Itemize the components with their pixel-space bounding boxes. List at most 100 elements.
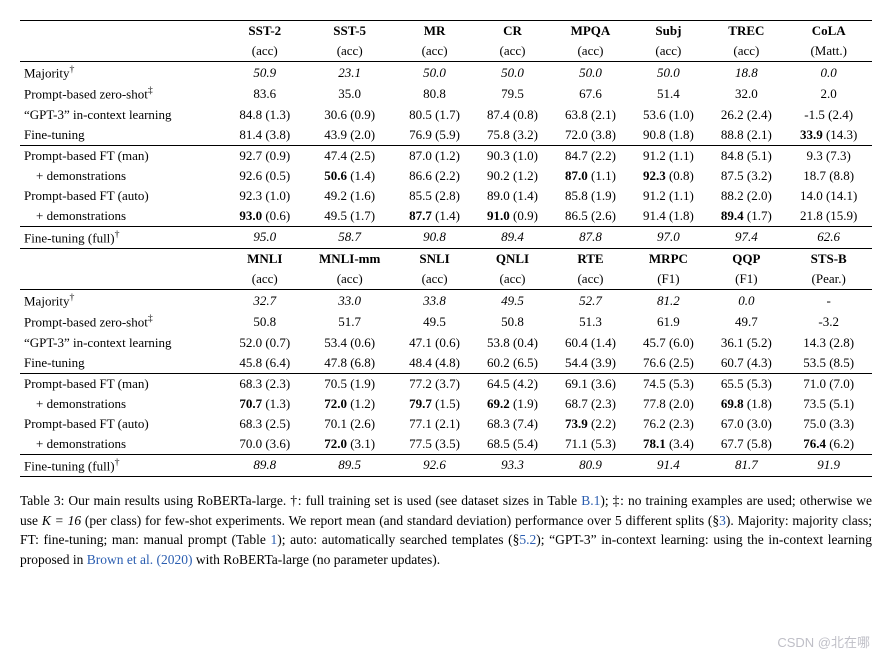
table-cell: 92.6 [396, 454, 474, 476]
table-cell: 85.8 (1.9) [551, 186, 629, 206]
table-cell: 43.9 (2.0) [304, 125, 396, 146]
table-cell: 93.0 (0.6) [226, 206, 304, 227]
table-cell: 62.6 [785, 226, 872, 248]
table-cell: 45.8 (6.4) [226, 353, 304, 374]
table-cell: 76.9 (5.9) [396, 125, 474, 146]
row-label: + demonstrations [20, 434, 226, 455]
table-cell: 53.8 (0.4) [474, 333, 552, 353]
table-cell: 86.5 (2.6) [551, 206, 629, 227]
row-label: Prompt-based zero-shot‡ [20, 311, 226, 332]
column-header: QQP [707, 248, 785, 269]
table-cell: 92.7 (0.9) [226, 145, 304, 166]
table-cell: 9.3 (7.3) [785, 145, 872, 166]
column-header: SNLI [396, 248, 474, 269]
table-cell: 47.4 (2.5) [304, 145, 396, 166]
table-cell: 49.5 [474, 289, 552, 311]
table-cell: 72.0 (3.8) [551, 125, 629, 146]
table-cell: 36.1 (5.2) [707, 333, 785, 353]
table-cell: 67.6 [551, 83, 629, 104]
table-cell: 60.2 (6.5) [474, 353, 552, 374]
table-cell: 91.2 (1.1) [629, 186, 707, 206]
row-label: Fine-tuning (full)† [20, 454, 226, 476]
table-cell: 0.0 [785, 62, 872, 84]
table-cell: 76.4 (6.2) [785, 434, 872, 455]
table-cell: 91.0 (0.9) [474, 206, 552, 227]
table-cell: 53.4 (0.6) [304, 333, 396, 353]
row-label: Majority† [20, 289, 226, 311]
table-cell: 68.3 (2.3) [226, 373, 304, 394]
column-header: MNLI [226, 248, 304, 269]
table-cell: 79.5 [474, 83, 552, 104]
table-cell: 69.1 (3.6) [551, 373, 629, 394]
caption-text: (per class) for few-shot experiments. We… [81, 513, 719, 528]
table-cell: -3.2 [785, 311, 872, 332]
table-cell: 92.3 (1.0) [226, 186, 304, 206]
row-label: + demonstrations [20, 166, 226, 186]
table-cell: 68.7 (2.3) [551, 394, 629, 414]
column-header: MR [396, 21, 474, 42]
row-label: Fine-tuning [20, 353, 226, 374]
table-cell: 30.6 (0.9) [304, 105, 396, 125]
table-cell: 0.0 [707, 289, 785, 311]
table-cell: 50.0 [629, 62, 707, 84]
table-cell: 70.7 (1.3) [226, 394, 304, 414]
table-cell: 64.5 (4.2) [474, 373, 552, 394]
table-cell: 33.9 (14.3) [785, 125, 872, 146]
table-cell: 84.7 (2.2) [551, 145, 629, 166]
table-cell: 35.0 [304, 83, 396, 104]
table-cell: 53.6 (1.0) [629, 105, 707, 125]
table-cell: 89.4 [474, 226, 552, 248]
table-cell: 50.6 (1.4) [304, 166, 396, 186]
table-cell: 88.2 (2.0) [707, 186, 785, 206]
table-cell: 80.8 [396, 83, 474, 104]
column-metric: (Matt.) [785, 41, 872, 62]
table-cell: 78.1 (3.4) [629, 434, 707, 455]
table-cell: 18.8 [707, 62, 785, 84]
table-cell: 83.6 [226, 83, 304, 104]
table-cell: 33.0 [304, 289, 396, 311]
row-label: Fine-tuning [20, 125, 226, 146]
table-cell: 52.7 [551, 289, 629, 311]
column-metric: (acc) [396, 41, 474, 62]
table-cell: 81.7 [707, 454, 785, 476]
table-cell: 81.2 [629, 289, 707, 311]
table-cell: 77.2 (3.7) [396, 373, 474, 394]
table-cell: 49.7 [707, 311, 785, 332]
table-cell: 85.5 (2.8) [396, 186, 474, 206]
table-cell: 47.8 (6.8) [304, 353, 396, 374]
header-blank [20, 269, 226, 290]
table-ref: B.1 [581, 493, 600, 508]
table-cell: -1.5 (2.4) [785, 105, 872, 125]
table-cell: 73.5 (5.1) [785, 394, 872, 414]
table-cell: 91.9 [785, 454, 872, 476]
column-header: QNLI [474, 248, 552, 269]
table-cell: 71.1 (5.3) [551, 434, 629, 455]
header-blank [20, 248, 226, 269]
table-cell: 45.7 (6.0) [629, 333, 707, 353]
caption-lead: Table 3: Our main results using RoBERTa-… [20, 493, 290, 508]
table-cell: 77.1 (2.1) [396, 414, 474, 434]
table-cell: 50.9 [226, 62, 304, 84]
table-cell: 60.7 (4.3) [707, 353, 785, 374]
column-metric: (acc) [226, 269, 304, 290]
column-metric: (F1) [629, 269, 707, 290]
table-cell: 69.2 (1.9) [474, 394, 552, 414]
table-cell: 50.8 [226, 311, 304, 332]
row-label: + demonstrations [20, 394, 226, 414]
results-table: SST-2SST-5MRCRMPQASubjTRECCoLA(acc)(acc)… [20, 20, 872, 477]
table-cell: 50.0 [474, 62, 552, 84]
table-cell: 84.8 (5.1) [707, 145, 785, 166]
table-cell: 67.7 (5.8) [707, 434, 785, 455]
column-metric: (acc) [474, 41, 552, 62]
table-cell: 80.9 [551, 454, 629, 476]
table-cell: 51.3 [551, 311, 629, 332]
table-cell: 26.2 (2.4) [707, 105, 785, 125]
table-cell: 68.3 (7.4) [474, 414, 552, 434]
table-cell: 48.4 (4.8) [396, 353, 474, 374]
table-cell: 68.5 (5.4) [474, 434, 552, 455]
table-cell: 52.0 (0.7) [226, 333, 304, 353]
header-blank [20, 41, 226, 62]
table-cell: 58.7 [304, 226, 396, 248]
column-header: Subj [629, 21, 707, 42]
table-cell: 70.5 (1.9) [304, 373, 396, 394]
